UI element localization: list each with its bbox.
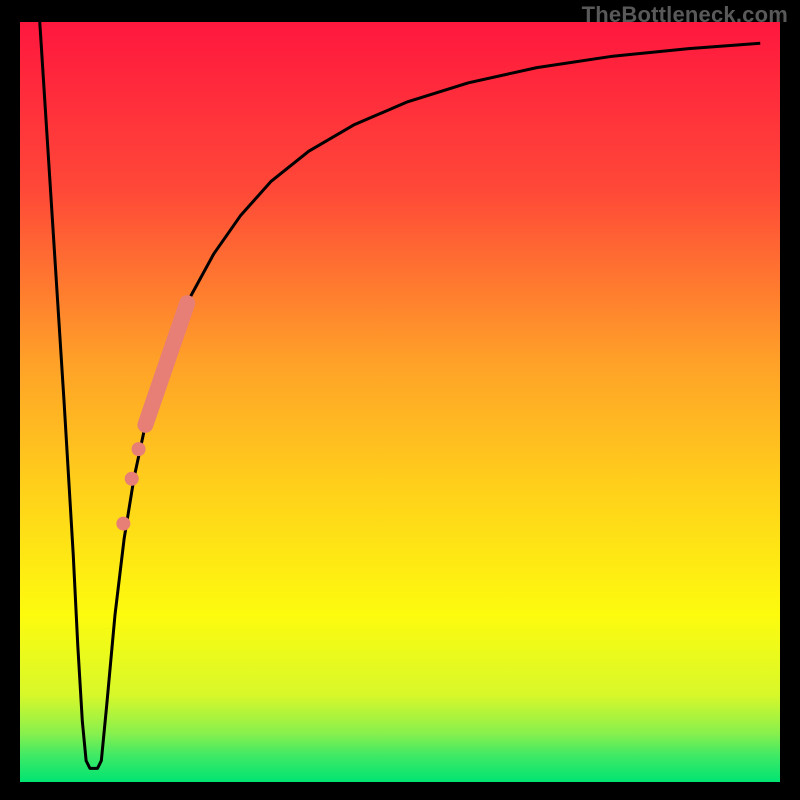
plot-background xyxy=(20,22,780,782)
chart-stage: TheBottleneck.com xyxy=(0,0,800,800)
watermark-text: TheBottleneck.com xyxy=(582,2,788,28)
bottleneck-chart-svg xyxy=(0,0,800,800)
overlay-dot xyxy=(116,517,130,531)
overlay-dot xyxy=(132,442,146,456)
overlay-dot xyxy=(125,472,139,486)
